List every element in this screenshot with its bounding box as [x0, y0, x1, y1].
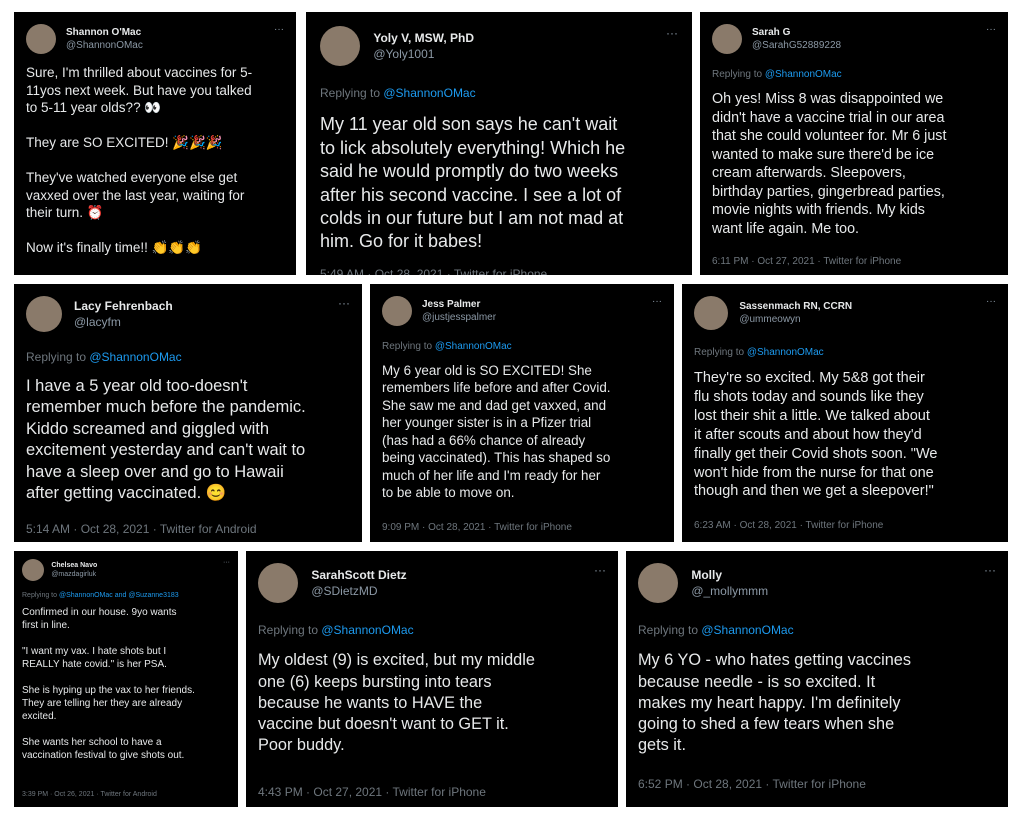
replying-to: Replying to @ShannonOMac: [638, 623, 996, 637]
reply-mention-link[interactable]: @ShannonOMac: [321, 623, 414, 637]
more-options-icon[interactable]: ···: [274, 24, 284, 35]
reply-mention-link[interactable]: @ShannonOMac: [383, 86, 476, 100]
more-options-icon[interactable]: ···: [652, 296, 662, 307]
tweet-text: I have a 5 year old too-doesn't remember…: [26, 377, 306, 503]
replying-to: Replying to @ShannonOMac and @Suzanne318…: [22, 592, 230, 599]
avatar[interactable]: [22, 559, 44, 581]
replying-label: Replying to: [638, 623, 702, 637]
author-name[interactable]: Lacy Fehrenbach: [74, 299, 173, 313]
tweet-card[interactable]: Yoly V, MSW, PhD @Yoly1001 ··· Replying …: [306, 12, 692, 275]
replying-label: Replying to: [694, 347, 747, 358]
replying-label: Replying to: [712, 69, 765, 80]
reply-mention-link[interactable]: @ShannonOMac: [89, 350, 182, 364]
tweet-header: Lacy Fehrenbach @lacyfm ···: [26, 296, 350, 332]
tweet-card[interactable]: Chelsea Navo @mazdagirluk ··· Replying t…: [14, 551, 238, 807]
author-name[interactable]: Chelsea Navo: [51, 562, 98, 569]
tweet-header: Yoly V, MSW, PhD @Yoly1001 ···: [320, 26, 678, 66]
tweet-header: SarahScott Dietz @SDietzMD ···: [258, 563, 606, 603]
tweet-card[interactable]: Molly @_mollymmm ··· Replying to @Shanno…: [626, 551, 1008, 807]
author-name[interactable]: Shannon O'Mac: [66, 27, 142, 38]
tweet-card[interactable]: Jess Palmer @justjesspalmer ··· Replying…: [370, 284, 674, 542]
reply-mention-link[interactable]: @ShannonOMac and @Suzanne3183: [58, 592, 179, 599]
replying-to: Replying to @ShannonOMac: [26, 350, 350, 364]
author-handle[interactable]: @mazdagirluk: [51, 571, 97, 578]
avatar[interactable]: [26, 296, 62, 332]
author-handle[interactable]: @ummeowyn: [739, 314, 801, 325]
avatar[interactable]: [320, 26, 360, 66]
tweet-header: Jess Palmer @justjesspalmer ···: [382, 296, 662, 326]
tweet-timestamp[interactable]: 6:11 PM · Oct 27, 2021 · Twitter for iPh…: [712, 256, 902, 267]
tweet-card[interactable]: Lacy Fehrenbach @lacyfm ··· Replying to …: [14, 284, 362, 542]
more-options-icon[interactable]: ···: [666, 26, 678, 40]
tweet-timestamp[interactable]: 6:52 PM · Oct 28, 2021 · Twitter for iPh…: [638, 777, 866, 791]
avatar[interactable]: [382, 296, 412, 326]
replying-to: Replying to @ShannonOMac: [258, 623, 606, 637]
author-name[interactable]: Yoly V, MSW, PhD: [373, 31, 475, 45]
tweet-text: My 6 YO - who hates getting vaccines bec…: [638, 651, 911, 755]
author-name[interactable]: Sarah G: [752, 27, 791, 38]
tweet-header: Sassenmach RN, CCRN @ummeowyn ···: [694, 296, 996, 330]
author-handle[interactable]: @SDietzMD: [311, 584, 378, 598]
tweet-text: My 6 year old is SO EXCITED! She remembe…: [382, 363, 611, 500]
tweet-header: Sarah G @SarahG52889228 ···: [712, 24, 996, 54]
tweet-card[interactable]: Sassenmach RN, CCRN @ummeowyn ··· Replyi…: [682, 284, 1008, 542]
reply-mention-link[interactable]: @ShannonOMac: [764, 69, 842, 80]
replying-to: Replying to @ShannonOMac: [320, 86, 678, 100]
tweet-text: My 11 year old son says he can't wait to…: [320, 114, 626, 252]
replying-label: Replying to: [26, 350, 90, 364]
replying-label: Replying to: [258, 623, 322, 637]
tweet-card[interactable]: SarahScott Dietz @SDietzMD ··· Replying …: [246, 551, 618, 807]
reply-mention-link[interactable]: @ShannonOMac: [434, 341, 512, 352]
more-options-icon[interactable]: ···: [986, 296, 996, 307]
more-options-icon[interactable]: ···: [594, 563, 606, 577]
tweet-timestamp[interactable]: 6:23 AM · Oct 28, 2021 · Twitter for iPh…: [694, 520, 884, 531]
tweet-timestamp[interactable]: 4:43 PM · Oct 27, 2021 · Twitter for iPh…: [258, 785, 486, 799]
author-handle[interactable]: @SarahG52889228: [752, 40, 842, 51]
tweet-header: Molly @_mollymmm ···: [638, 563, 996, 603]
tweet-header: Chelsea Navo @mazdagirluk ···: [22, 559, 230, 581]
avatar[interactable]: [26, 24, 56, 54]
author-name[interactable]: Jess Palmer: [422, 299, 481, 310]
replying-label: Replying to: [22, 592, 59, 599]
tweet-text: My oldest (9) is excited, but my middle …: [258, 651, 535, 755]
reply-mention-link[interactable]: @ShannonOMac: [701, 623, 794, 637]
avatar[interactable]: [638, 563, 678, 603]
more-options-icon[interactable]: ···: [338, 296, 350, 310]
replying-to: Replying to @ShannonOMac: [712, 69, 996, 80]
avatar[interactable]: [694, 296, 728, 330]
author-handle[interactable]: @_mollymmm: [691, 584, 769, 598]
author-handle[interactable]: @Yoly1001: [373, 47, 435, 61]
tweet-header: Shannon O'Mac @ShannonOMac ···: [26, 24, 284, 54]
tweet-card[interactable]: Sarah G @SarahG52889228 ··· Replying to …: [700, 12, 1008, 275]
author-name[interactable]: Molly: [691, 568, 722, 582]
author-handle[interactable]: @ShannonOMac: [66, 40, 143, 51]
tweet-text: They're so excited. My 5&8 got their flu…: [694, 370, 938, 500]
replying-label: Replying to: [320, 86, 384, 100]
author-handle[interactable]: @lacyfm: [74, 315, 121, 329]
tweet-timestamp[interactable]: 3:39 PM · Oct 26, 2021 · Twitter for And…: [22, 791, 157, 798]
more-options-icon[interactable]: ···: [986, 24, 996, 35]
tweet-timestamp[interactable]: 5:14 AM · Oct 28, 2021 · Twitter for And…: [26, 522, 257, 536]
more-options-icon[interactable]: ···: [984, 563, 996, 577]
more-options-icon[interactable]: ···: [223, 559, 230, 566]
replying-to: Replying to @ShannonOMac: [694, 347, 996, 358]
tweet-text: Confirmed in our house. 9yo wants first …: [22, 607, 195, 762]
replying-to: Replying to @ShannonOMac: [382, 341, 662, 352]
author-handle[interactable]: @justjesspalmer: [422, 312, 497, 323]
avatar[interactable]: [712, 24, 742, 54]
avatar[interactable]: [258, 563, 298, 603]
tweet-text: Oh yes! Miss 8 was disappointed we didn'…: [712, 91, 947, 238]
replying-label: Replying to: [382, 341, 435, 352]
author-name[interactable]: SarahScott Dietz: [311, 568, 407, 582]
reply-mention-link[interactable]: @ShannonOMac: [746, 347, 824, 358]
tweet-timestamp[interactable]: 9:09 PM · Oct 28, 2021 · Twitter for iPh…: [382, 522, 572, 533]
tweet-text: Sure, I'm thrilled about vaccines for 5-…: [26, 65, 253, 256]
author-name[interactable]: Sassenmach RN, CCRN: [739, 301, 853, 312]
tweet-timestamp[interactable]: 5:49 AM · Oct 28, 2021 · Twitter for iPh…: [320, 267, 548, 275]
tweet-card[interactable]: Shannon O'Mac @ShannonOMac ··· Sure, I'm…: [14, 12, 296, 275]
